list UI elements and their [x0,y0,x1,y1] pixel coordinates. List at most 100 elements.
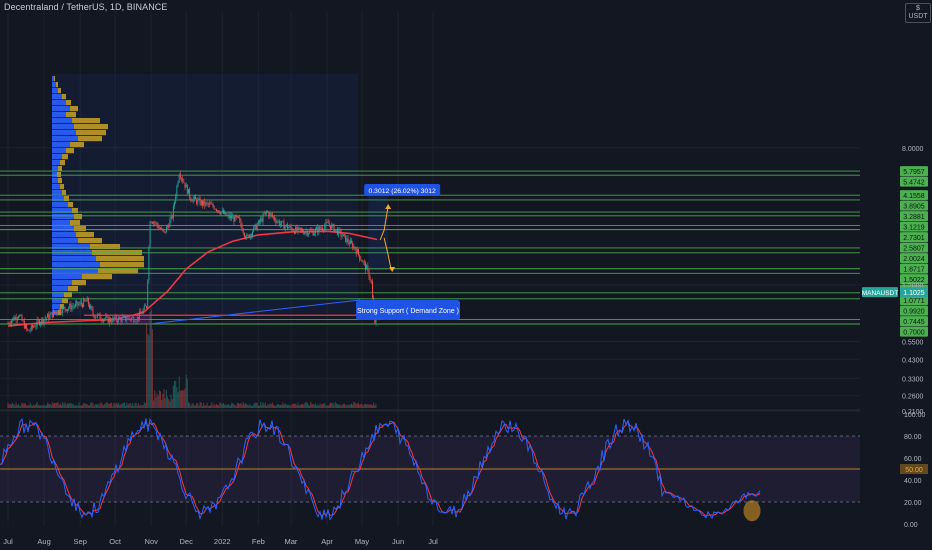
vp-row-blue-19 [52,190,62,196]
candle-body-256 [305,231,307,233]
vp-row-gold-32 [98,268,138,274]
volume-bar-133 [162,393,164,408]
stoch-k-line [0,417,761,521]
candle-body-0 [7,322,9,324]
volume-bar-45 [59,403,61,408]
candle-body-27 [38,320,40,325]
candle-body-8 [16,318,18,320]
volume-bar-61 [78,402,80,408]
current-price-tag [900,287,928,298]
currency-badge[interactable]: $ USDT [905,3,931,23]
candle-body-89 [111,321,113,323]
volume-bar-261 [311,404,313,408]
candle-body-23 [34,326,36,328]
volume-bar-206 [247,404,249,408]
candle-body-193 [232,216,234,219]
candle-body-74 [93,314,95,318]
vp-row-blue-34 [52,280,72,286]
candle-body-294 [349,240,351,245]
volume-bar-138 [168,399,170,408]
volume-bar-244 [291,404,293,408]
volume-bar-17 [27,404,29,408]
volume-bar-234 [279,404,281,408]
volume-bar-109 [134,402,136,408]
volume-bar-299 [355,403,357,408]
annotations[interactable]: Strong Support ( Demand Zone ) 0.3012 (26… [83,184,460,325]
level-label-4: 3.2881 [903,214,925,221]
vp-row-blue-10 [52,136,78,142]
level-label-2: 4.1558 [903,193,925,200]
candle-body-160 [193,196,195,199]
volume-bar-293 [348,404,350,408]
candle-body-174 [210,203,212,205]
price-tick-3: 0.4300 [902,357,924,364]
vp-row-gold-37 [62,298,68,304]
candle-body-221 [264,211,266,214]
candle-body-276 [328,223,330,225]
candle-body-59 [76,301,78,304]
volume-bar-269 [320,404,322,408]
volume-bar-166 [200,402,202,408]
candle-body-137 [167,226,168,227]
candle-body-217 [260,218,262,222]
volume-bar-256 [305,402,307,408]
volume-bar-255 [304,402,306,408]
volume-bar-172 [207,405,209,408]
candle-body-197 [236,216,238,218]
candle-body-57 [73,306,75,307]
volume-bar-146 [177,392,179,408]
vp-row-gold-10 [78,136,102,142]
current-symbol-tag [862,287,898,298]
volume-bar-30 [42,405,44,408]
candle-body-138 [168,226,170,228]
volume-bar-210 [252,405,254,408]
candle-body-147 [178,174,180,183]
vp-row-gold-19 [62,190,66,196]
volume-bar-99 [122,402,124,408]
candle-body-200 [240,220,242,226]
demand-zone-label: Strong Support ( Demand Zone ) [357,308,459,315]
candle-body-255 [304,232,306,235]
candle-body-247 [295,227,297,234]
vp-row-gold-17 [58,178,62,184]
volume-bar-122 [149,311,151,408]
candle-body-274 [326,221,328,223]
stoch-tick-5: 0.00 [904,522,918,529]
volume-bar-163 [197,403,199,408]
volume-bar-211 [253,404,255,408]
candle-body-310 [368,269,370,279]
volume-bar-16 [26,405,28,408]
volume-bar-48 [63,404,65,408]
volume-bar-309 [367,403,369,408]
volume-bar-58 [75,405,77,408]
candle-body-6 [14,316,16,321]
candle-body-5 [13,318,15,321]
vp-row-blue-16 [52,172,57,178]
candle-body-281 [334,229,336,232]
volume-bar-196 [235,405,237,408]
volume-bar-238 [284,403,286,408]
price-axis[interactable]: 8.0000 1.2000 0.5500 0.4300 0.3300 0.2600 0.21… [862,146,928,416]
volume-bar-44 [58,405,60,408]
candle-body-141 [171,215,173,219]
volume-bar-36 [49,403,51,408]
volume-bar-100 [123,402,125,408]
price-tick-4: 0.3300 [902,376,924,383]
volume-bar-212 [254,402,256,408]
volume-bar-204 [245,403,247,408]
volume-bar-177 [213,403,215,408]
time-axis[interactable]: Jul Aug Sep Oct Nov Dec 2022 Feb Mar Apr May Jun Jul [3,537,438,546]
currency-mark: $ [916,5,920,12]
level-label-13: 0.9920 [903,309,925,316]
volume-bar-28 [40,405,42,408]
candle-body-106 [130,317,132,320]
vp-row-gold-38 [60,304,64,310]
volume-bar-151 [183,390,185,408]
volume-bar-222 [266,405,268,408]
candle-body-232 [277,220,279,222]
volume-bar-140 [170,394,172,408]
volume-bar-94 [116,403,118,408]
candle-body-169 [204,200,206,206]
volume-bar-250 [298,405,300,408]
